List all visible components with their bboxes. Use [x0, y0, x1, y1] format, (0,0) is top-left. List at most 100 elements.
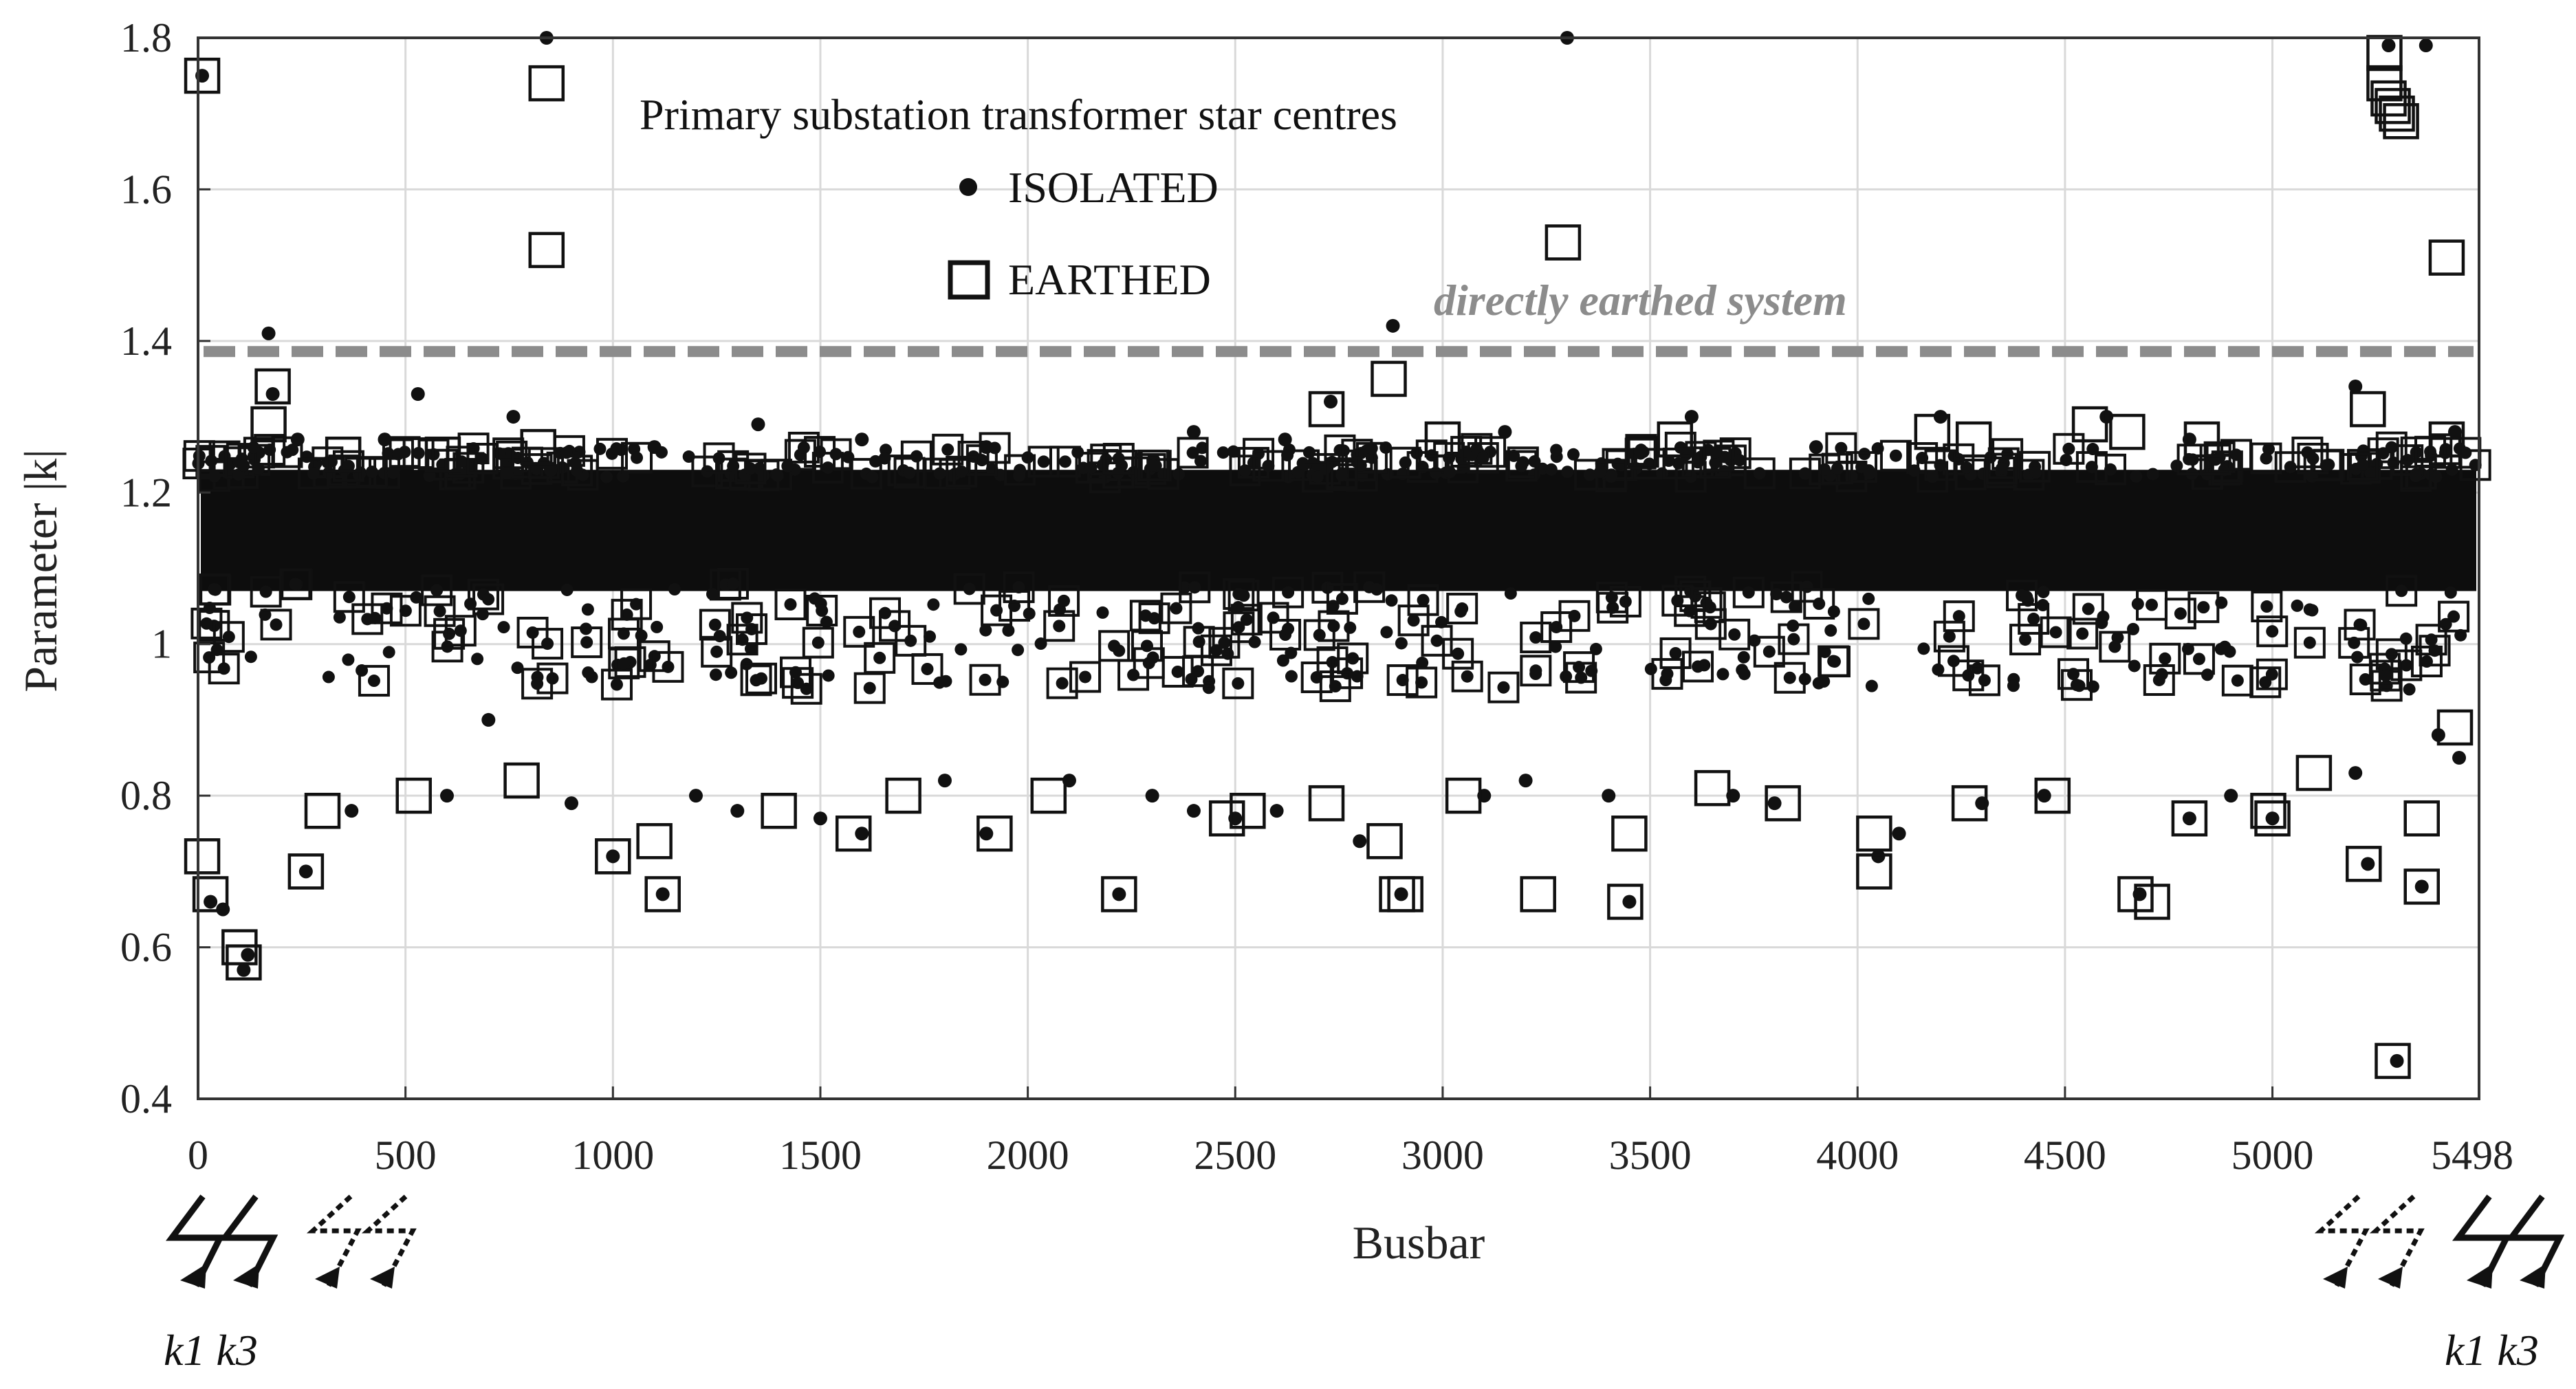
band-dot-marker [903, 466, 916, 479]
band-dot-marker [1147, 459, 1160, 472]
band-dot-marker [811, 636, 825, 649]
band-square-marker [1718, 618, 1751, 650]
band-square-marker [250, 576, 282, 608]
band-dot-marker [1395, 637, 1408, 650]
band-dot-marker [1262, 459, 1275, 472]
band-square-marker [1520, 622, 1552, 654]
band-square-marker [924, 457, 956, 490]
band-dot-marker [927, 598, 940, 611]
isolated-point [506, 410, 521, 424]
y-tick-label: 1.6 [120, 166, 172, 212]
band-square-marker [382, 438, 414, 470]
band-dot-marker [1738, 668, 1751, 681]
band-dot-marker [252, 462, 265, 475]
band-dot-marker [1140, 639, 1153, 653]
band-dot-marker [2174, 607, 2187, 620]
band-dot-marker [1728, 628, 1741, 641]
band-dot-marker [1056, 677, 1069, 690]
isolated-point [606, 849, 620, 864]
band-dot-marker [2444, 586, 2457, 599]
band-dot-marker [2060, 453, 2073, 466]
earthed-point [1955, 421, 1992, 458]
band-dot-marker [910, 450, 923, 463]
band-dot-marker [1210, 644, 1223, 657]
band-dot-marker [582, 666, 595, 679]
band-square-marker [1222, 667, 1254, 699]
band-square-marker [1319, 670, 1351, 703]
band-dot-marker [1858, 448, 1871, 461]
earthed-point [644, 876, 681, 912]
band-dot-marker [1692, 660, 1705, 673]
x-tick-label: 4500 [2024, 1133, 2106, 1178]
band-square-marker [2199, 444, 2231, 476]
band-square-marker [2009, 624, 2042, 656]
band-dot-marker [784, 598, 797, 611]
earthed-point [192, 876, 229, 912]
isolated-point [1602, 789, 1616, 803]
x-tick-label: 1000 [571, 1133, 654, 1178]
band-dot-marker [1943, 630, 1956, 643]
band-dot-marker [244, 650, 257, 664]
band-dot-marker [1827, 605, 1840, 618]
band-square-marker [532, 628, 564, 660]
band-dot-marker [342, 591, 356, 604]
band-dot-marker [1889, 449, 1902, 462]
band-dot-marker [975, 454, 988, 467]
band-square-marker [2018, 603, 2050, 635]
band-dot-marker [356, 664, 369, 677]
band-dot-marker [541, 637, 554, 650]
band-square-marker [2249, 666, 2282, 699]
band-square-marker [421, 574, 453, 606]
band-dot-marker [2359, 673, 2372, 686]
band-square-marker [1049, 446, 1081, 478]
isolated-point [1145, 789, 1159, 803]
isolated-point [2348, 766, 2363, 780]
band-square-marker [1252, 450, 1285, 482]
band-dot-marker [1380, 626, 1393, 639]
band-dot-marker [391, 448, 404, 461]
y-tick-label: 1 [151, 622, 172, 667]
band-dot-marker [493, 447, 506, 460]
band-square-marker [1269, 619, 1302, 651]
earthed-point [2171, 800, 2208, 837]
earthed-point [395, 777, 432, 814]
band-square-marker [1451, 660, 1483, 692]
band-dot-marker [1416, 656, 1429, 669]
earthed-point [1424, 421, 1461, 458]
band-dot-marker [933, 676, 946, 689]
band-dot-marker [1567, 448, 1580, 461]
band-dot-marker [2400, 659, 2413, 672]
isolated-point [241, 948, 255, 962]
band-dot-marker [593, 442, 607, 455]
band-dot-marker [2020, 591, 2033, 604]
legend-title: Primary substation transformer star cent… [640, 90, 1397, 139]
band-dot-marker [2399, 632, 2412, 645]
earthed-point [1445, 777, 1482, 814]
band-dot-marker [369, 611, 382, 624]
band-dot-marker [2348, 636, 2361, 649]
band-dot-marker [1594, 466, 1607, 479]
band-square-marker [600, 668, 633, 701]
earthed-point [1544, 224, 1582, 261]
band-dot-marker [744, 642, 757, 655]
band-dot-marker [955, 465, 968, 478]
band-square-marker [2392, 444, 2424, 477]
band-dot-marker [2306, 452, 2320, 465]
band-dot-marker [708, 618, 721, 631]
band-square-marker [731, 602, 763, 634]
band-square-marker [1789, 457, 1821, 490]
band-square-marker [1821, 452, 1853, 485]
band-dot-marker [1344, 621, 1357, 634]
dense-data-band [182, 431, 2491, 705]
band-square-marker [2164, 598, 2196, 630]
band-dot-marker [2260, 600, 2273, 613]
band-dot-marker [1285, 646, 1298, 659]
earthed-point [304, 792, 341, 829]
band-dot-marker [816, 604, 829, 617]
band-dot-marker [2027, 613, 2040, 626]
band-square-marker [1933, 620, 1965, 653]
band-dot-marker [853, 625, 866, 638]
band-dot-marker [1096, 606, 1109, 619]
